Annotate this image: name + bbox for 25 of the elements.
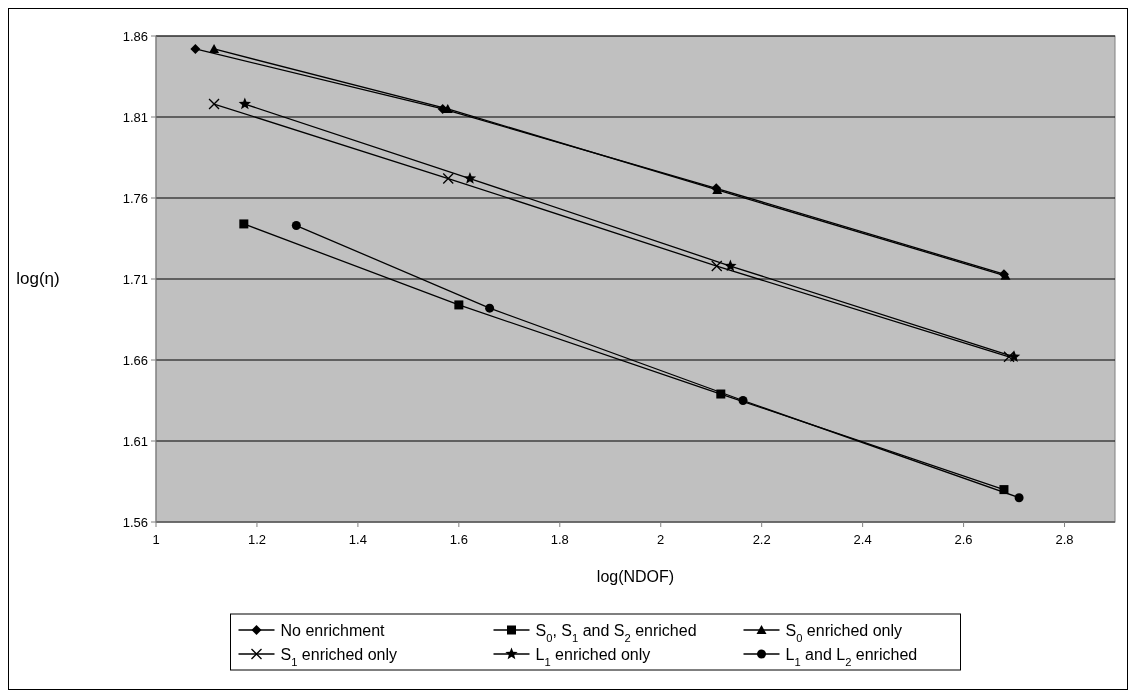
y-tick-label: 1.61 [122,434,148,449]
x-tick-label: 2 [657,532,665,547]
y-tick-label: 1.76 [122,191,148,206]
x-tick-label: 2.8 [1055,532,1074,547]
legend-label: S$_{0}$ enriched only [785,622,903,644]
x-tick-label: 1.4 [348,532,367,547]
legend-label: No enrichment [280,622,386,639]
x-tick-label: 2.4 [853,532,872,547]
x-tick-label: 1.2 [247,532,266,547]
legend-label: S$_{1}$ enriched only [280,646,398,668]
x-tick-label: 2.2 [752,532,771,547]
x-tick-label: 1.6 [449,532,468,547]
x-tick-label: 1.8 [550,532,569,547]
y-tick-label: 1.86 [122,29,148,44]
y-tick-label: 1.66 [122,353,148,368]
x-tick-label: 1 [152,532,160,547]
x-axis-title: log(NDOF) [596,568,675,585]
y-tick-label: 1.71 [122,272,148,287]
y-axis-title: log(η) [16,269,60,288]
y-tick-label: 1.56 [122,515,148,530]
legend-label: S$_{0}$, S$_{1}$ and S$_{2}$ enriched [535,622,697,644]
legend-label: L$_{1}$ and L$_{2}$ enriched [785,646,918,668]
x-tick-label: 2.6 [954,532,973,547]
y-tick-label: 1.81 [122,110,148,125]
legend-label: L$_{1}$ enriched only [535,646,651,668]
